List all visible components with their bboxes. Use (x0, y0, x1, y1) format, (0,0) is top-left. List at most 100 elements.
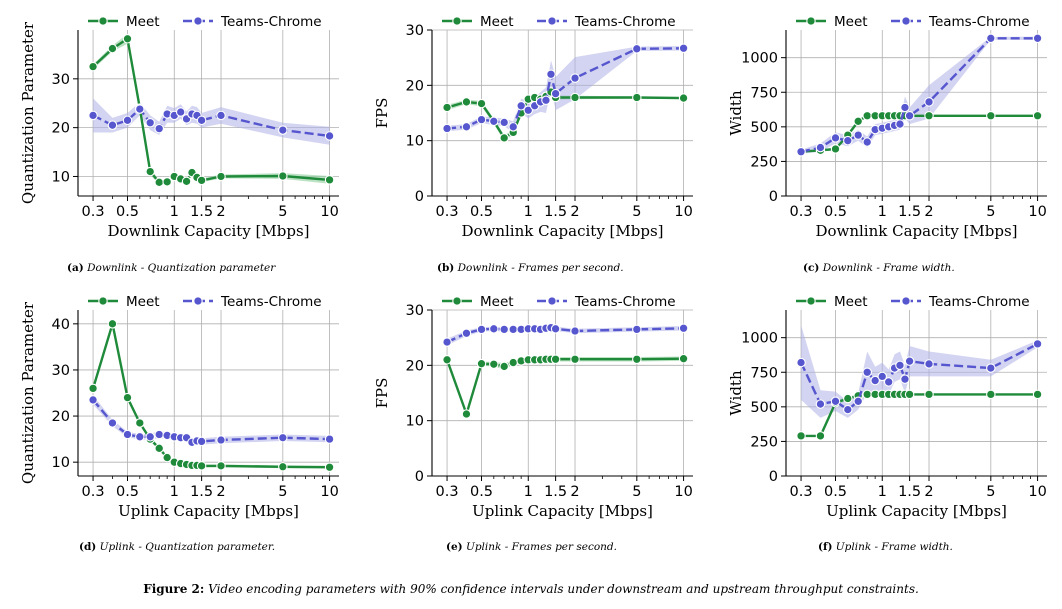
caption-c-text: Downlink - Frame width. (822, 262, 955, 274)
teams-point (499, 117, 509, 128)
meet-point (853, 116, 863, 127)
y-tick-label: 20 (406, 78, 424, 94)
y-tick-label: 20 (52, 121, 70, 137)
x-tick-label: 1.5 (190, 484, 213, 500)
teams-point (986, 363, 996, 373)
y-tick-label: 1000 (741, 331, 778, 347)
y-tick-label: 250 (750, 434, 778, 450)
x-axis-label: Downlink Capacity [Mbps] (461, 222, 663, 240)
teams-point (122, 115, 133, 126)
legend-meet-marker (452, 296, 462, 306)
teams-point (853, 396, 863, 407)
y-tick-label: 0 (415, 189, 424, 205)
x-tick-label: 5 (278, 204, 287, 220)
teams-point (632, 324, 642, 335)
x-tick-label: 0.5 (824, 204, 847, 220)
caption-a-text: Downlink - Quantization parameter (87, 262, 276, 274)
meet-point (986, 389, 996, 400)
meet-point (196, 461, 207, 471)
legend: Meet Teams-Chrome (88, 294, 322, 310)
teams-point (489, 116, 499, 127)
meet-point (122, 392, 133, 403)
x-tick-label: 5 (632, 484, 641, 500)
meet-point (442, 355, 452, 365)
caption-b-text: Downlink - Frames per second. (457, 262, 624, 274)
meet-point (678, 93, 689, 103)
meet-point (278, 462, 288, 472)
legend: Meet Teams-Chrome (88, 14, 322, 30)
meet-point (122, 34, 133, 44)
caption-c: (c) Downlink - Frame width. (803, 262, 955, 274)
teams-point (895, 119, 905, 129)
legend-meet-label: Meet (480, 294, 514, 310)
meet-point (162, 177, 172, 187)
y-tick-label: 10 (406, 134, 424, 150)
y-tick-label: 40 (52, 317, 70, 333)
meet-point (181, 176, 192, 187)
y-tick-label: 30 (52, 363, 70, 379)
teams-point (796, 357, 806, 368)
teams-ci-band (93, 98, 330, 145)
x-axis-label: Uplink Capacity [Mbps] (472, 502, 653, 520)
legend-teams-label: Teams-Chrome (220, 14, 322, 30)
legend-teams-marker (547, 296, 557, 306)
meet-point (324, 175, 335, 185)
chart-panel-e: 0.3 0.5 1 1.5 2 5 10 0 10 20 30 Uplink Capacity [Mb… (354, 280, 708, 560)
caption-c-label: (c) (803, 262, 820, 274)
legend-meet-label: Meet (834, 14, 868, 30)
caption-e-label: (e) (446, 541, 463, 553)
teams-point (877, 371, 888, 382)
y-tick-label: 10 (52, 455, 70, 471)
x-tick-label: 5 (278, 484, 287, 500)
teams-point (900, 374, 910, 384)
x-tick-label: 1.5 (544, 484, 567, 500)
teams-point (1032, 339, 1043, 349)
teams-point (523, 105, 534, 115)
caption-a: (a) Downlink - Quantization parameter (67, 262, 275, 274)
chart-b-svg: 0.3 0.5 1 1.5 2 5 10 0 10 20 30 Downlink Capacity [… (373, 14, 693, 240)
y-tick-label: 0 (769, 189, 778, 205)
meet-point (830, 144, 841, 154)
teams-point (862, 367, 872, 378)
teams-point (924, 97, 934, 107)
meet-point (162, 452, 172, 463)
teams-point (853, 130, 863, 140)
meet-point (678, 353, 689, 364)
teams-point (135, 432, 145, 442)
x-tick-label: 0.5 (116, 484, 139, 500)
x-tick-label: 0.3 (436, 204, 459, 220)
chart-panel-d: 0.3 0.5 1 1.5 2 5 10 10 20 30 40 Uplink Capacity [M… (0, 280, 354, 560)
x-tick-label: 2 (570, 204, 579, 220)
legend-meet-label: Meet (480, 14, 514, 30)
teams-point (895, 360, 905, 371)
x-axis-label: Downlink Capacity [Mbps] (815, 222, 1017, 240)
x-tick-label: 2 (216, 204, 225, 220)
legend-teams-label: Teams-Chrome (928, 294, 1030, 310)
meet-point (324, 462, 335, 472)
y-tick-label: 750 (750, 365, 778, 381)
y-tick-label: 10 (406, 414, 424, 430)
meet-point (154, 177, 164, 188)
y-tick-label: 750 (750, 85, 778, 101)
x-tick-label: 0.5 (470, 204, 493, 220)
teams-point (550, 324, 561, 334)
y-axis-label: FPS (373, 378, 391, 409)
teams-point (678, 43, 689, 54)
teams-point (489, 324, 499, 334)
legend-teams-marker (901, 296, 911, 306)
legend-meet-marker (98, 296, 108, 306)
meet-point (843, 393, 853, 404)
teams-point (107, 120, 118, 130)
meet-point (489, 359, 499, 369)
x-tick-label: 1 (524, 204, 533, 220)
chart-panel-a: 0.3 0.5 1 1.5 2 5 10 10 20 30 Downlink Capacity [M… (0, 0, 354, 280)
y-tick-label: 30 (406, 23, 424, 39)
meet-point (107, 319, 118, 329)
chart-f-svg: 0.3 0.5 1 1.5 2 5 10 0 250 500 750 1000 Uplink Capac… (727, 294, 1047, 520)
x-tick-label: 0.3 (790, 484, 813, 500)
meet-point (570, 354, 580, 364)
caption-f: (f) Uplink - Frame width. (818, 541, 953, 553)
teams-point (508, 122, 518, 132)
teams-point (815, 142, 826, 153)
teams-point (145, 432, 155, 442)
